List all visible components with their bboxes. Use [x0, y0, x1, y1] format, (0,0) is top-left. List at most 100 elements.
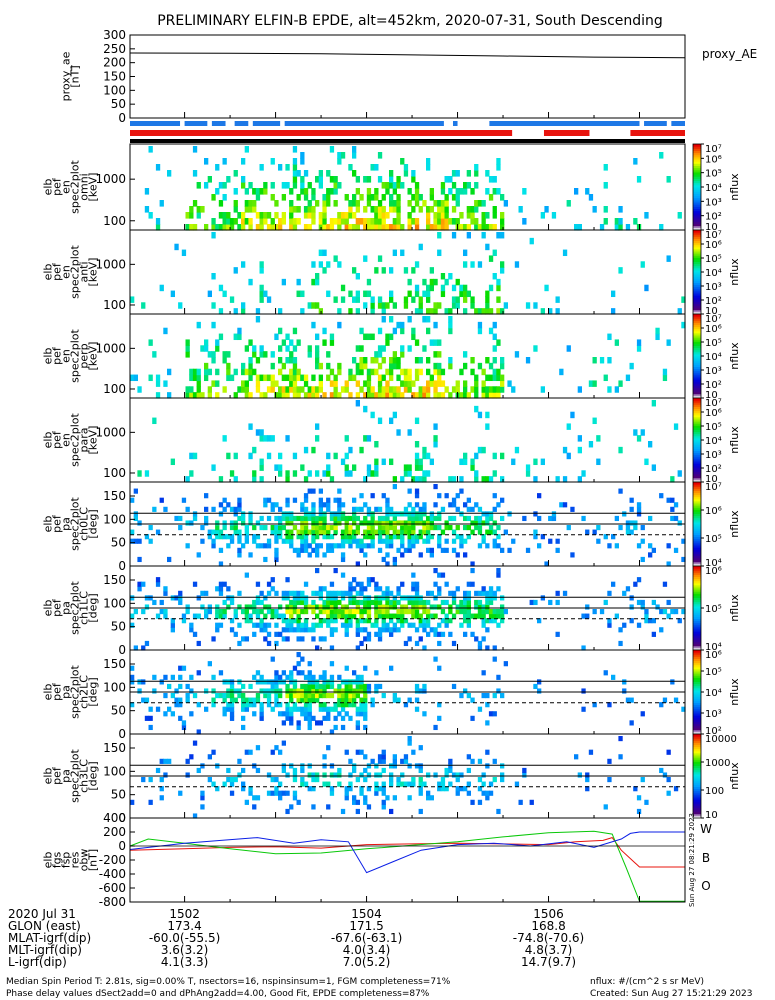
spectrogram-cell — [451, 386, 457, 393]
colorbar-step — [693, 282, 701, 286]
spectrogram-cell — [540, 308, 545, 315]
spectrogram-cell — [144, 640, 150, 647]
spectrogram-cell — [329, 146, 335, 153]
colorbar-step — [693, 532, 701, 535]
colorbar-step — [693, 261, 701, 265]
spectrogram-cell — [337, 520, 342, 526]
spectrogram-cell — [303, 622, 309, 628]
spectrogram-cell — [259, 464, 264, 471]
spectrogram-cell — [407, 538, 412, 544]
colorbar-step — [693, 372, 701, 376]
spectrogram-cell — [359, 538, 364, 544]
spectrogram-cell — [270, 525, 275, 531]
spectrogram-cell — [333, 182, 338, 189]
spectrogram-cell — [292, 158, 298, 165]
spectrogram-cell — [477, 543, 483, 549]
spectrogram-cell — [226, 777, 231, 783]
spectrogram-cell — [603, 804, 608, 810]
colorbar-step — [693, 461, 701, 464]
spectrogram-cell — [296, 206, 301, 213]
colorbar-step — [693, 440, 701, 443]
spectrogram-cell — [366, 194, 372, 201]
spectrogram-cell — [377, 772, 383, 778]
spectrogram-cell — [440, 392, 446, 399]
ytick-label: 100 — [103, 214, 126, 228]
spectrogram-cell — [318, 170, 323, 177]
spectrogram-cell — [307, 627, 312, 633]
spectrogram-cell — [374, 194, 379, 201]
spectrogram-cell — [451, 170, 457, 177]
spectrogram-cell — [392, 411, 397, 419]
spectrogram-cell — [566, 423, 571, 430]
colorbar-step — [693, 189, 701, 192]
spectrogram-cell — [263, 374, 268, 382]
spectrogram-cell — [307, 511, 312, 517]
spectrogram-cell — [292, 772, 298, 778]
spectrogram-cell — [377, 206, 383, 213]
spectrogram-cell — [244, 188, 249, 195]
spectrogram-cell — [211, 674, 216, 680]
spectrogram-cell — [352, 795, 357, 801]
colorbar-step — [693, 740, 701, 743]
spectrogram-cell — [207, 392, 212, 399]
ytick-label: 100 — [103, 764, 126, 778]
spectrogram-cell — [333, 590, 338, 596]
spectrogram-cell — [252, 622, 257, 628]
spectrogram-cell — [144, 604, 150, 610]
spectrogram-cell — [370, 758, 375, 764]
colorbar-step — [693, 288, 701, 292]
spectrogram-cell — [300, 763, 305, 769]
spectrogram-cell — [392, 515, 397, 522]
spectrogram-cell — [333, 688, 338, 694]
spectrogram-cell — [130, 296, 135, 303]
spectrogram-cell — [407, 380, 412, 387]
spectrogram-cell — [588, 441, 594, 448]
spectrogram-cell — [229, 711, 235, 717]
spectrogram-cell — [307, 786, 312, 792]
spectrogram-cell — [141, 697, 146, 703]
spectrogram-cell — [263, 212, 268, 219]
spectrogram-cell — [274, 693, 279, 699]
spectrogram-cell — [407, 368, 412, 376]
spectrogram-cell — [389, 618, 394, 624]
ylabel-line: elb — [42, 684, 55, 701]
spectrogram-cell — [363, 688, 368, 694]
spectrogram-cell — [315, 679, 320, 685]
spectrogram-cell — [411, 506, 416, 512]
spectrogram-cell — [662, 581, 668, 587]
spectrogram-cell — [155, 581, 161, 587]
spectrogram-cell — [307, 345, 312, 352]
spectrogram-cell — [222, 711, 227, 717]
colorbar-step — [693, 332, 701, 336]
spectrogram-cell — [366, 333, 372, 341]
spectrogram-cell — [392, 534, 397, 540]
spectrogram-cell — [329, 218, 335, 225]
spectrogram-cell — [396, 200, 401, 207]
spectrogram-cell — [407, 515, 412, 522]
spectrogram-cell — [318, 693, 323, 699]
spectrogram-cell — [377, 392, 383, 399]
colorbar-step — [693, 498, 701, 502]
spectrogram-cell — [266, 543, 272, 549]
spectrogram-cell — [500, 194, 505, 201]
colorbar-step — [693, 154, 701, 158]
spectrogram-cell — [607, 386, 612, 393]
spectrogram-cell — [152, 351, 157, 358]
spectrogram-cell — [318, 609, 323, 615]
spectrogram-cell — [618, 224, 623, 231]
spectrogram-cell — [141, 581, 146, 587]
spectrogram-cell — [403, 164, 409, 171]
spectrogram-cell — [263, 556, 268, 563]
spectrogram-cell — [340, 604, 346, 610]
spectrogram-cell — [403, 604, 409, 610]
spectrogram-cell — [422, 278, 427, 286]
spectrogram-cell — [418, 604, 423, 610]
spectrogram-cell — [200, 206, 205, 213]
colorbar-step — [693, 259, 701, 262]
spectrogram-cell — [466, 622, 471, 628]
spectrogram-cell — [266, 515, 272, 522]
spectrogram-cell — [311, 683, 316, 690]
spectrogram-cell — [266, 697, 272, 703]
spectrogram-cell — [389, 333, 394, 341]
